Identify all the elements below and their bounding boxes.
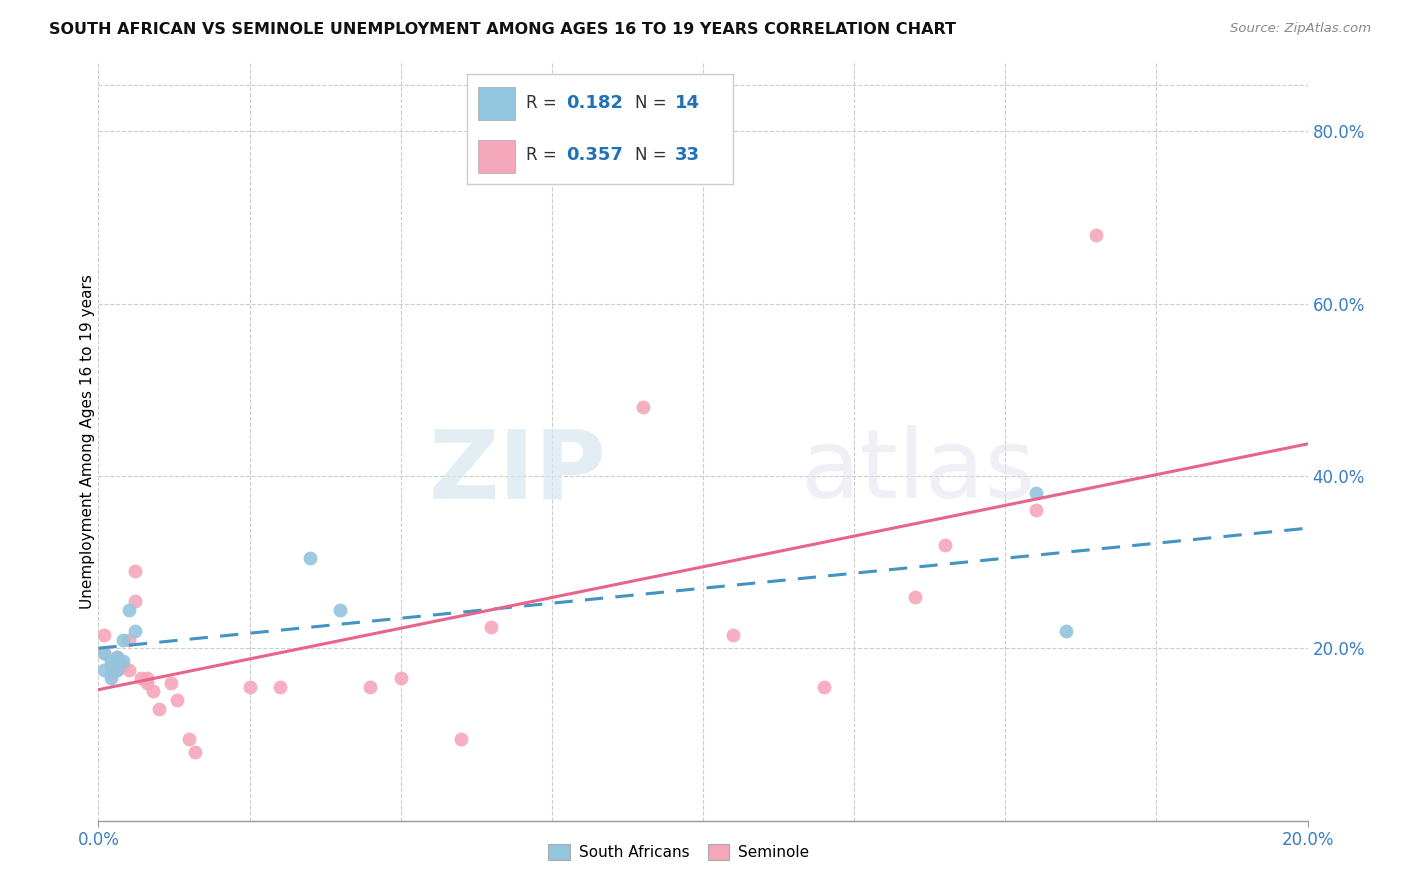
Point — [93, 646, 115, 660]
Point — [124, 624, 146, 639]
Point — [118, 602, 141, 616]
Point — [135, 672, 157, 686]
Point — [124, 594, 146, 608]
Point — [105, 663, 128, 677]
Point — [329, 602, 352, 616]
Point — [1085, 227, 1108, 242]
Text: Source: ZipAtlas.com: Source: ZipAtlas.com — [1230, 22, 1371, 36]
Point — [111, 632, 134, 647]
Point — [299, 550, 322, 565]
Point — [723, 628, 745, 642]
Point — [160, 675, 183, 690]
Point — [105, 649, 128, 664]
Point — [111, 654, 134, 668]
Point — [148, 701, 170, 715]
Point — [1024, 503, 1046, 517]
Point — [135, 675, 157, 690]
Point — [100, 658, 122, 673]
Point — [100, 672, 122, 686]
Point — [934, 538, 956, 552]
Point — [450, 731, 472, 746]
Text: atlas: atlas — [800, 425, 1035, 518]
Point — [179, 731, 201, 746]
Point — [360, 680, 382, 694]
Point — [813, 680, 835, 694]
Point — [100, 667, 122, 681]
Point — [389, 672, 412, 686]
Point — [904, 590, 927, 604]
Point — [93, 646, 115, 660]
Point — [129, 672, 152, 686]
Point — [111, 658, 134, 673]
Point — [105, 663, 128, 677]
Point — [124, 564, 146, 578]
Point — [93, 628, 115, 642]
Point — [118, 663, 141, 677]
Point — [93, 663, 115, 677]
Point — [142, 684, 165, 698]
Point — [631, 400, 654, 414]
Point — [118, 632, 141, 647]
Point — [1054, 624, 1077, 639]
Y-axis label: Unemployment Among Ages 16 to 19 years: Unemployment Among Ages 16 to 19 years — [80, 274, 94, 609]
Point — [100, 654, 122, 668]
Point — [269, 680, 291, 694]
Point — [1024, 486, 1046, 500]
Text: SOUTH AFRICAN VS SEMINOLE UNEMPLOYMENT AMONG AGES 16 TO 19 YEARS CORRELATION CHA: SOUTH AFRICAN VS SEMINOLE UNEMPLOYMENT A… — [49, 22, 956, 37]
Point — [239, 680, 262, 694]
Point — [481, 620, 503, 634]
Point — [166, 693, 188, 707]
Point — [105, 649, 128, 664]
Point — [184, 745, 207, 759]
Text: ZIP: ZIP — [429, 425, 606, 518]
Legend: South Africans, Seminole: South Africans, Seminole — [543, 838, 815, 866]
